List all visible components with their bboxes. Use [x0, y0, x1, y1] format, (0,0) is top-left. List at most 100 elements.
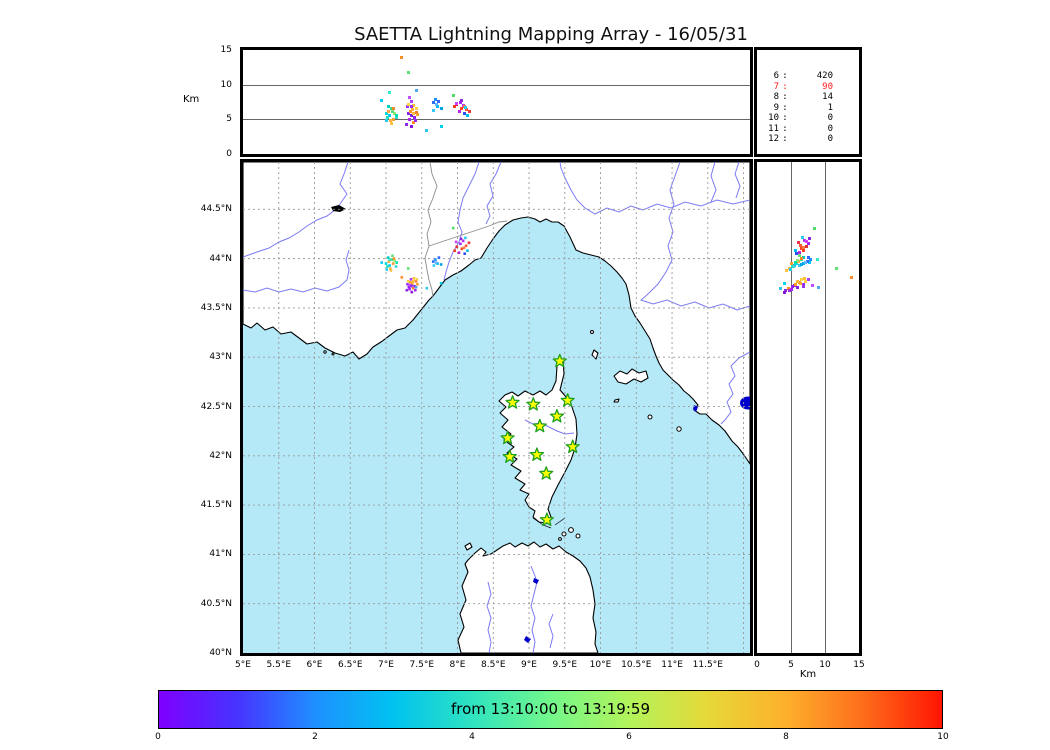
scatter-point — [408, 95, 412, 99]
station-count-row: 10: 0 — [757, 113, 859, 124]
station-count-row: 9: 1 — [757, 103, 859, 114]
country-border — [428, 220, 508, 247]
scatter-point — [431, 101, 435, 105]
station-star — [552, 353, 567, 368]
scatter-point — [807, 261, 811, 265]
scatter-point — [466, 113, 469, 117]
station-count-row: 11: 0 — [757, 124, 859, 135]
count-level: 8 — [773, 92, 779, 102]
scatter-point — [462, 246, 466, 250]
river — [443, 162, 480, 281]
river — [485, 162, 502, 225]
scatter-point — [457, 251, 461, 254]
asinara-landmass — [464, 542, 473, 551]
scatter-point — [467, 241, 471, 245]
small-island — [323, 350, 327, 354]
scatter-point — [434, 258, 437, 261]
scatter-point — [799, 281, 802, 285]
scatter-point — [409, 104, 413, 108]
scatter-point — [416, 283, 419, 286]
scatter-point — [803, 279, 807, 283]
scatter-point — [805, 240, 809, 244]
count-value: 0 — [827, 113, 833, 123]
scatter-point — [434, 261, 438, 264]
scatter-point — [431, 260, 435, 263]
scatter-point — [461, 239, 465, 243]
count-value: 0 — [827, 123, 833, 134]
scatter-point — [436, 262, 439, 265]
lat-tick-label: 43°N — [209, 352, 232, 363]
scatter-point — [454, 240, 458, 244]
scatter-point — [391, 262, 395, 265]
scatter-point — [800, 277, 804, 281]
scatter-point — [388, 90, 392, 94]
river — [548, 613, 554, 649]
scatter-point — [391, 109, 394, 113]
lake-serre-poncon — [331, 205, 346, 212]
scatter-point — [414, 280, 418, 283]
station-count-row: 7: 90 — [757, 82, 859, 93]
country-border — [424, 162, 438, 298]
scatter-point — [806, 242, 810, 246]
scatter-point — [412, 104, 416, 107]
map-svg — [243, 162, 750, 653]
scatter-point — [432, 108, 436, 112]
count-colon: : — [782, 123, 788, 134]
scatter-point — [388, 264, 391, 267]
station-star — [560, 393, 575, 407]
small-island — [590, 330, 594, 334]
scatter-point — [406, 267, 410, 270]
x-tick-label: 15 — [853, 660, 865, 670]
scatter-point — [410, 114, 414, 118]
scatter-point — [394, 115, 398, 119]
scatter-point — [409, 278, 413, 281]
lon-tick-label: 10°E — [589, 660, 612, 670]
lon-tick-label: 7.5°E — [409, 660, 435, 670]
scatter-point — [794, 252, 798, 256]
scatter-point — [411, 282, 414, 285]
scatter-point — [437, 99, 441, 103]
scatter-point — [451, 226, 455, 230]
scatter-point — [466, 249, 469, 252]
lat-tick-label: 40°N — [209, 648, 232, 658]
scatter-point — [425, 128, 429, 132]
lake — [524, 636, 531, 643]
count-level: 6 — [773, 71, 779, 81]
scatter-point — [790, 284, 794, 288]
scatter-point — [437, 256, 441, 259]
altitude-longitude-panel — [240, 47, 753, 157]
colorbar-tick-label: 2 — [312, 732, 318, 742]
scatter-point — [850, 275, 853, 279]
station-star — [526, 397, 541, 411]
scatter-point — [788, 268, 792, 271]
station-count-row: 8: 14 — [757, 92, 859, 103]
scatter-point — [410, 124, 414, 128]
scatter-point — [389, 267, 392, 270]
top-panel-y-axis-label: Km — [183, 94, 200, 105]
scatter-point — [392, 257, 396, 260]
station-star — [505, 395, 520, 409]
scatter-point — [406, 105, 409, 109]
scatter-point — [393, 259, 396, 262]
scatter-point — [791, 265, 795, 268]
figure-title: SAETTA Lightning Mapping Array - 16/05/3… — [354, 24, 748, 45]
lon-tick-label: 9°E — [521, 660, 537, 670]
lat-tick-label: 42.5°N — [200, 401, 232, 412]
scatter-point — [411, 280, 415, 283]
scatter-point — [406, 71, 410, 75]
altitude-latitude-plot-area — [757, 162, 859, 653]
scatter-point — [467, 110, 471, 114]
scatter-point — [413, 284, 416, 288]
scatter-point — [407, 111, 411, 115]
time-colorbar: from 13:10:00 to 13:19:59 — [158, 690, 943, 729]
scatter-point — [408, 109, 412, 113]
scatter-point — [803, 261, 807, 265]
scatter-point — [439, 263, 443, 266]
lon-tick-label: 11°E — [661, 660, 683, 670]
scatter-point — [433, 98, 437, 102]
scatter-point — [812, 226, 816, 230]
station-star — [539, 512, 555, 527]
lat-tick-label: 43.5°N — [200, 302, 232, 313]
scatter-point — [457, 109, 461, 113]
